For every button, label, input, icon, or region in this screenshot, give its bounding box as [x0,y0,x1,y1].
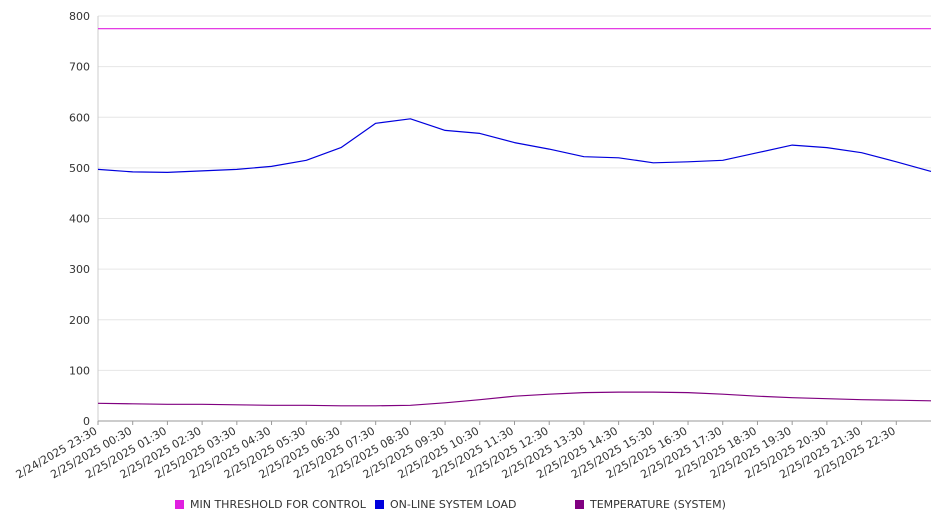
legend-item-system-load[interactable]: ON-LINE SYSTEM LOAD [375,498,516,511]
x-axis-tick-labels: 2/24/2025 23:302/25/2025 00:302/25/2025 … [14,421,898,481]
y-axis-tick-labels: 0 100 200 300 400 500 600 700 800 [69,10,90,428]
y-tick-label: 0 [83,415,90,428]
series-lines [97,28,932,407]
y-tick-label: 600 [69,111,90,124]
legend: MIN THRESHOLD FOR CONTROL ON-LINE SYSTEM… [0,498,946,514]
legend-swatch-min-threshold [175,500,184,509]
legend-label-temperature: TEMPERATURE (SYSTEM) [590,498,726,511]
series-line-temperature [97,391,932,407]
series-line-system-load [97,118,932,173]
y-tick-label: 400 [69,213,90,226]
y-tick-label: 200 [69,314,90,327]
y-tick-label: 700 [69,61,90,74]
legend-label-system-load: ON-LINE SYSTEM LOAD [390,498,517,511]
y-tick-label: 300 [69,263,90,276]
gridlines [98,15,931,371]
legend-label-min-threshold: MIN THRESHOLD FOR CONTROL [190,498,366,511]
y-tick-label: 800 [69,10,90,23]
legend-swatch-temperature [575,500,584,509]
y-tick-label: 500 [69,162,90,175]
legend-item-temperature[interactable]: TEMPERATURE (SYSTEM) [575,498,726,511]
y-tick-label: 100 [69,364,90,377]
legend-item-min-threshold[interactable]: MIN THRESHOLD FOR CONTROL [175,498,366,511]
legend-swatch-system-load [375,500,384,509]
